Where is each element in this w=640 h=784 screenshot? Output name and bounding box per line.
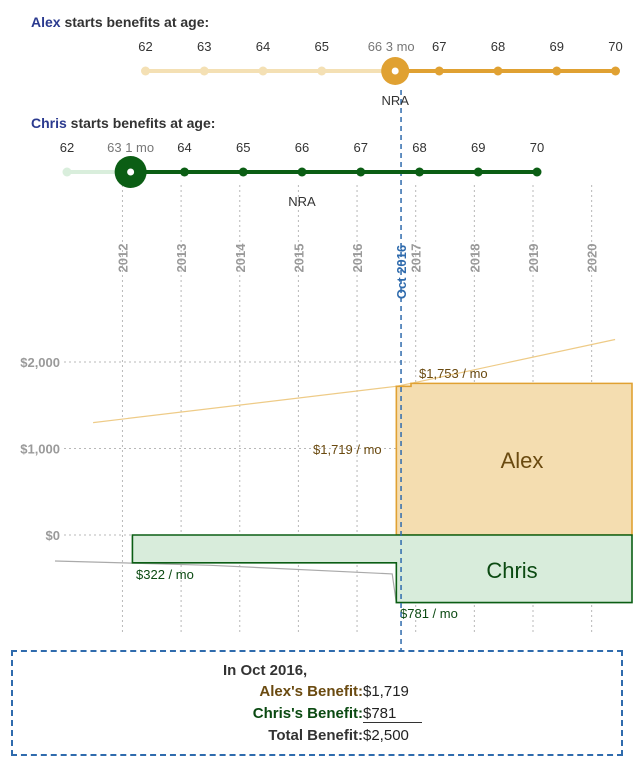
chris-tick-label-4: 66 <box>295 140 309 155</box>
alex-tick-dot-2[interactable] <box>258 66 268 76</box>
x-tick-label-2018: 2018 <box>467 244 482 273</box>
summary-alex-label: Alex's Benefit <box>259 683 358 700</box>
chris-tick-dot-7[interactable] <box>473 167 483 177</box>
y-tick-label-1: $1,000 <box>20 442 60 457</box>
alex-tick-label-3: 65 <box>315 39 329 54</box>
chris-tick-label-6: 68 <box>412 140 426 155</box>
alex-benefit-label-2: $1,753 / mo <box>419 366 488 381</box>
chris-heading-suffix: starts benefits at age: <box>67 115 216 131</box>
chris-area-label: Chris <box>486 558 537 583</box>
alex-tick-label-4: 66 3 mo <box>368 39 415 54</box>
alex-heading-suffix: starts benefits at age: <box>61 14 210 30</box>
chris-tick-dot-0[interactable] <box>62 167 72 177</box>
chris-tick-label-0: 62 <box>60 140 74 155</box>
chris-tick-dot-5[interactable] <box>356 167 366 177</box>
alex-tick-label-2: 64 <box>256 39 270 54</box>
alex-tick-label-7: 69 <box>550 39 564 54</box>
chris-tick-label-3: 65 <box>236 140 250 155</box>
chris-tick-label-8: 70 <box>530 140 544 155</box>
summary-alex-value: $1,719 <box>363 683 409 700</box>
chris-tick-dot-4[interactable] <box>297 167 307 177</box>
summary-total-value: $2,500 <box>363 727 409 744</box>
alex-tick-dot-1[interactable] <box>199 66 209 76</box>
chris-benefit-label-2: $781 / mo <box>400 606 458 621</box>
alex-hypothetical-line <box>93 338 616 424</box>
x-tick-label-2015: 2015 <box>291 244 306 273</box>
chris-tick-dot-6[interactable] <box>415 167 424 177</box>
summary-row-total: Total Benefit: $2,500 <box>268 727 409 744</box>
alex-tick-label-0: 62 <box>138 39 152 54</box>
chris-slider-heading: Chris starts benefits at age: <box>31 115 215 131</box>
alex-tick-dot-7[interactable] <box>552 66 562 76</box>
chris-tick-label-7: 69 <box>471 140 485 155</box>
alex-tick-label-1: 63 <box>197 39 211 54</box>
chris-tick-label-1: 63 1 mo <box>107 140 154 155</box>
alex-tick-dot-3[interactable] <box>317 66 327 76</box>
x-tick-label-2014: 2014 <box>233 243 248 273</box>
alex-area-label: Alex <box>501 448 544 473</box>
chris-tick-label-5: 67 <box>354 140 368 155</box>
chris-tick-dot-3[interactable] <box>238 167 248 177</box>
x-tick-label-2019: 2019 <box>526 244 541 273</box>
chris-tick-dot-2[interactable] <box>180 167 189 177</box>
summary-total-label: Total Benefit <box>268 727 358 744</box>
x-tick-label-2020: 2020 <box>585 244 600 273</box>
y-tick-label-0: $2,000 <box>20 355 60 370</box>
chris-nra-label: NRA <box>288 194 316 209</box>
x-tick-label-2013: 2013 <box>174 244 189 273</box>
alex-tick-label-6: 68 <box>491 39 505 54</box>
chris-tick-label-2: 64 <box>177 140 191 155</box>
chris-slider-handle-center <box>127 168 135 176</box>
chris-tick-dot-8[interactable] <box>532 167 542 177</box>
alex-tick-dot-8[interactable] <box>611 66 620 76</box>
alex-tick-dot-6[interactable] <box>493 66 503 76</box>
summary-box: In Oct 2016, Alex's Benefit: $1,719 Chri… <box>11 650 623 756</box>
x-tick-label-2016: 2016 <box>350 244 365 273</box>
summary-row-chris: Chris's Benefit: $781 <box>13 705 621 727</box>
alex-tick-dot-5[interactable] <box>434 66 444 76</box>
summary-chris-label: Chris's Benefit <box>252 705 358 722</box>
alex-benefit-label-1: $1,719 / mo <box>313 442 382 457</box>
alex-name: Alex <box>31 14 61 30</box>
alex-slider-heading: Alex starts benefits at age: <box>31 14 209 30</box>
x-tick-label-2017: 2017 <box>409 244 424 273</box>
summary-chris-value: $781 <box>363 705 423 723</box>
alex-slider-handle-center <box>391 67 399 75</box>
summary-row-alex: Alex's Benefit: $1,719 <box>259 683 409 700</box>
x-tick-label-2012: 2012 <box>115 244 130 273</box>
alex-tick-dot-0[interactable] <box>141 66 150 76</box>
alex-tick-label-5: 67 <box>432 39 446 54</box>
summary-heading: In Oct 2016, <box>223 662 308 679</box>
chris-name: Chris <box>31 115 67 131</box>
chris-benefit-label-1: $322 / mo <box>136 567 194 582</box>
alex-nra-label: NRA <box>381 93 409 108</box>
alex-tick-label-8: 70 <box>608 39 622 54</box>
y-tick-label-2: $0 <box>46 528 60 543</box>
benefits-chart: 2012 2013 2014 2015 2016 2017 2018 2019 2020 $2,0… <box>20 14 633 650</box>
date-cursor-label: Oct 2016 <box>394 245 409 299</box>
chris-benefit-area <box>131 534 633 604</box>
